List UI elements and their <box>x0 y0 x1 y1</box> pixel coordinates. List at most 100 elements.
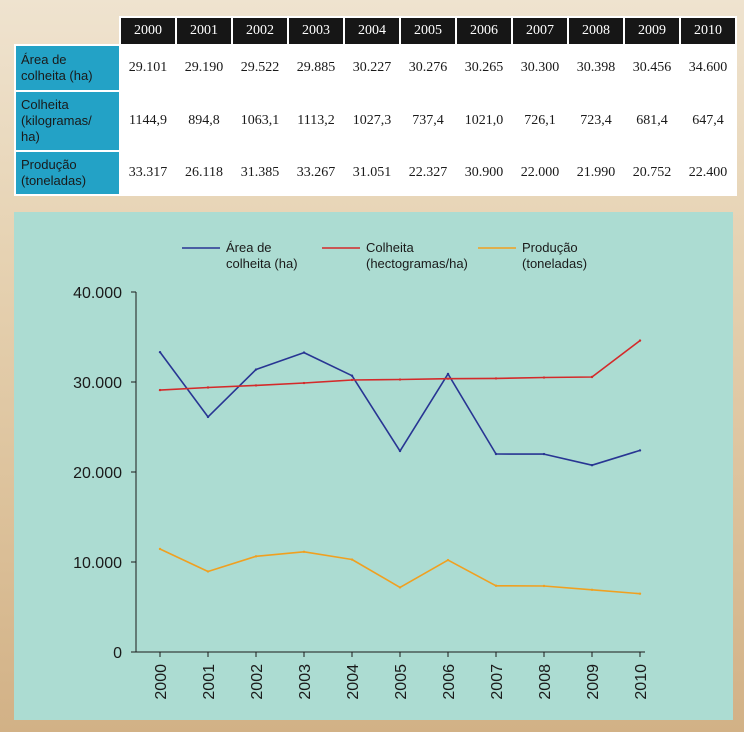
table-cell: 29.885 <box>287 44 345 92</box>
table-cell: 726,1 <box>511 90 569 152</box>
table-cell: 29.101 <box>119 44 177 92</box>
series-3-point <box>350 558 354 561</box>
table-cell: 31.385 <box>231 150 289 196</box>
series-1-point <box>494 452 498 456</box>
table-cell: 33.317 <box>119 150 177 196</box>
table-cell: 30.265 <box>455 44 513 92</box>
table-row-production: Produção (toneladas) 33.317 26.118 31.38… <box>14 150 737 196</box>
table-cell: 22.000 <box>511 150 569 196</box>
legend-label: (hectogramas/ha) <box>366 256 468 271</box>
series-2-point <box>206 386 210 389</box>
year-header: 2004 <box>343 16 401 46</box>
series-2-point <box>638 339 642 342</box>
y-tick-label: 10.000 <box>73 555 122 572</box>
series-3-point <box>254 555 258 558</box>
x-tick-label: 2001 <box>201 664 218 700</box>
table-cell: 30.276 <box>399 44 457 92</box>
table-cell: 30.300 <box>511 44 569 92</box>
series-1-point <box>398 449 402 453</box>
data-table: 2000 2001 2002 2003 2004 2005 2006 2007 … <box>14 16 737 196</box>
series-1-point <box>254 368 258 371</box>
table-cell: 30.227 <box>343 44 401 92</box>
row-label-line: Área de <box>21 52 67 67</box>
series-1-point <box>350 374 354 377</box>
series-3-point <box>446 558 450 562</box>
x-tick-label: 2007 <box>489 664 506 700</box>
year-header: 2003 <box>287 16 345 46</box>
row-label-yield: Colheita (kilogramas/ ha) <box>14 90 121 152</box>
x-tick-label: 2005 <box>393 664 410 700</box>
table-cell: 22.400 <box>679 150 737 196</box>
series-2-point <box>254 384 258 387</box>
series-3-point <box>302 550 306 554</box>
year-header: 2009 <box>623 16 681 46</box>
y-tick-label: 20.000 <box>73 465 122 482</box>
table-cell: 31.051 <box>343 150 401 196</box>
x-tick-label: 2010 <box>633 664 650 700</box>
series-1-point <box>206 415 210 419</box>
year-header: 2005 <box>399 16 457 46</box>
series-2-point <box>302 381 306 385</box>
row-label-area: Área de colheita (ha) <box>14 44 121 92</box>
y-tick-label: 40.000 <box>73 285 122 302</box>
series-3-point <box>542 584 546 588</box>
series-1-point <box>302 351 306 354</box>
year-header: 2008 <box>567 16 625 46</box>
table-cell: 647,4 <box>679 90 737 152</box>
table-cell: 34.600 <box>679 44 737 92</box>
table-cell: 1027,3 <box>343 90 401 152</box>
table-corner <box>15 17 120 45</box>
x-tick-label: 2004 <box>345 664 362 700</box>
table-cell: 681,4 <box>623 90 681 152</box>
row-label-line: (kilogramas/ <box>21 113 92 128</box>
legend-label: colheita (ha) <box>226 256 298 271</box>
table-cell: 30.456 <box>623 44 681 92</box>
series-3-point <box>158 547 162 551</box>
x-tick-label: 2003 <box>297 664 314 700</box>
row-label-line: Colheita <box>21 97 69 112</box>
series-2-point <box>350 378 354 382</box>
table-header-row: 2000 2001 2002 2003 2004 2005 2006 2007 … <box>15 16 737 46</box>
table-cell: 1144,9 <box>119 90 177 152</box>
table-cell: 22.327 <box>399 150 457 196</box>
year-header: 2002 <box>231 16 289 46</box>
y-tick-label: 0 <box>113 645 122 662</box>
series-2-point <box>590 375 594 379</box>
table-row-yield: Colheita (kilogramas/ ha) 1144,9 894,8 1… <box>14 90 737 152</box>
table-cell: 1113,2 <box>287 90 345 152</box>
legend-label: Produção <box>522 240 578 255</box>
legend-label: (toneladas) <box>522 256 587 271</box>
series-3-point <box>590 588 594 591</box>
row-label-line: (toneladas) <box>21 173 87 188</box>
year-header: 2001 <box>175 16 233 46</box>
series-2-point <box>158 388 162 392</box>
row-label-line: ha) <box>21 129 40 144</box>
series-1-point <box>590 464 594 467</box>
series-line-2 <box>159 339 641 391</box>
series-2-point <box>542 376 546 379</box>
row-label-production: Produção (toneladas) <box>14 150 121 196</box>
year-header: 2007 <box>511 16 569 46</box>
line-chart: 0 10.000 20.000 30.000 40.000 2000 2001 2002 200… <box>73 240 650 700</box>
series-3-point <box>638 592 642 595</box>
series-1-point <box>446 372 450 376</box>
x-tick-label: 2006 <box>441 664 458 700</box>
series-3-point <box>398 586 402 589</box>
table-cell: 30.398 <box>567 44 625 92</box>
year-header: 2010 <box>679 16 737 46</box>
y-tick-label: 30.000 <box>73 375 122 392</box>
table-cell: 29.522 <box>231 44 289 92</box>
x-tick-label: 2009 <box>585 664 602 700</box>
table-cell: 20.752 <box>623 150 681 196</box>
table-cell: 723,4 <box>567 90 625 152</box>
row-label-line: colheita (ha) <box>21 68 93 83</box>
table-cell: 1021,0 <box>455 90 513 152</box>
series-3-point <box>494 584 498 587</box>
table-cell: 1063,1 <box>231 90 289 152</box>
series-1-point <box>158 350 162 354</box>
series-2-point <box>446 377 450 380</box>
x-tick-label: 2008 <box>537 664 554 700</box>
table-cell: 29.190 <box>175 44 233 92</box>
legend-label: Colheita <box>366 240 414 255</box>
table-cell: 26.118 <box>175 150 233 196</box>
